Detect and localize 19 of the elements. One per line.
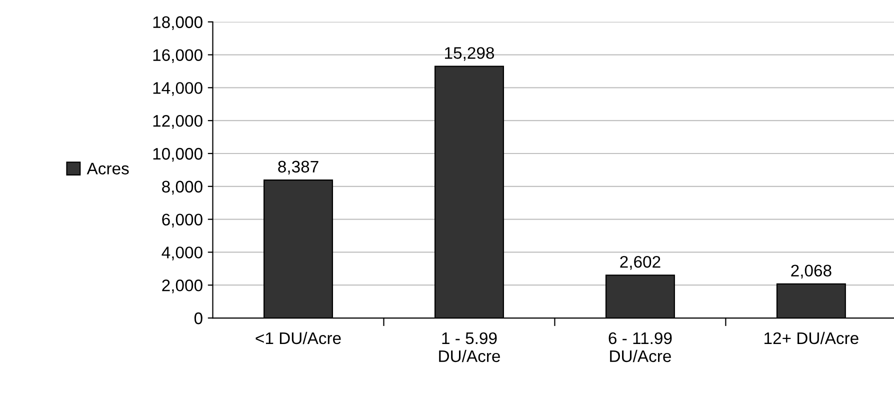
x-tick-label: 6 - 11.99 DU/Acre [608,332,672,362]
y-tick-label: 18,000 [153,16,202,30]
data-label: 8,387 [278,160,318,175]
y-tick-label: 16,000 [153,49,202,63]
y-tick-label: 8,000 [162,180,202,195]
y-tick-label: 6,000 [162,214,202,228]
y-tick-label: 12,000 [153,114,202,129]
y-tick-label: 0 [194,312,202,324]
y-tick-label: 10,000 [153,148,202,162]
x-tick-label: 1 - 5.99 DU/Acre [439,332,500,362]
data-label: 2,068 [791,264,832,278]
y-tick-label: 4,000 [162,246,202,260]
y-tick-label: 14,000 [153,82,202,96]
legend-label: Acres [86,162,129,174]
x-tick-label: 12+ DU/Acre [764,332,858,344]
x-tick-label: <1 DU/Acre [256,332,341,344]
data-label: 2,602 [620,256,660,270]
data-label: 15,298 [445,47,494,61]
y-tick-label: 2,000 [162,280,202,294]
